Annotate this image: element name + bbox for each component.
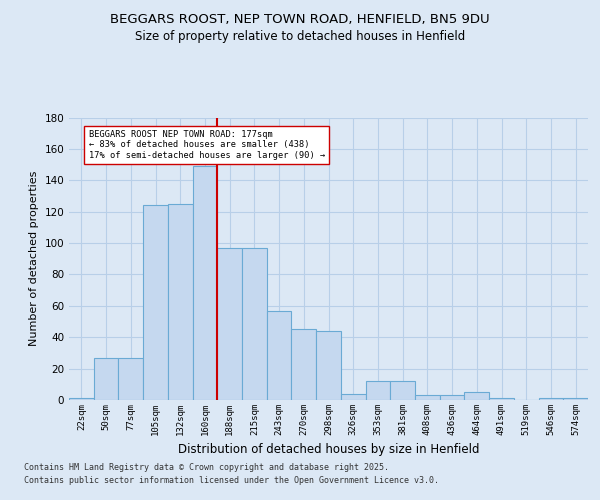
Bar bbox=[193, 166, 217, 400]
Bar bbox=[267, 310, 292, 400]
Bar bbox=[440, 396, 464, 400]
Bar bbox=[563, 398, 588, 400]
Bar bbox=[217, 248, 242, 400]
Text: Contains HM Land Registry data © Crown copyright and database right 2025.: Contains HM Land Registry data © Crown c… bbox=[24, 462, 389, 471]
Text: BEGGARS ROOST, NEP TOWN ROAD, HENFIELD, BN5 9DU: BEGGARS ROOST, NEP TOWN ROAD, HENFIELD, … bbox=[110, 12, 490, 26]
Bar bbox=[94, 358, 118, 400]
Text: Size of property relative to detached houses in Henfield: Size of property relative to detached ho… bbox=[135, 30, 465, 43]
Bar bbox=[390, 381, 415, 400]
Bar bbox=[489, 398, 514, 400]
Bar bbox=[464, 392, 489, 400]
Bar bbox=[118, 358, 143, 400]
Bar bbox=[365, 381, 390, 400]
Bar bbox=[242, 248, 267, 400]
Bar bbox=[69, 398, 94, 400]
Bar bbox=[168, 204, 193, 400]
Text: Contains public sector information licensed under the Open Government Licence v3: Contains public sector information licen… bbox=[24, 476, 439, 485]
Y-axis label: Number of detached properties: Number of detached properties bbox=[29, 171, 39, 346]
Bar bbox=[316, 331, 341, 400]
Bar bbox=[539, 398, 563, 400]
Text: BEGGARS ROOST NEP TOWN ROAD: 177sqm
← 83% of detached houses are smaller (438)
1: BEGGARS ROOST NEP TOWN ROAD: 177sqm ← 83… bbox=[89, 130, 325, 160]
X-axis label: Distribution of detached houses by size in Henfield: Distribution of detached houses by size … bbox=[178, 444, 479, 456]
Bar bbox=[341, 394, 365, 400]
Bar bbox=[292, 330, 316, 400]
Bar bbox=[143, 206, 168, 400]
Bar bbox=[415, 396, 440, 400]
